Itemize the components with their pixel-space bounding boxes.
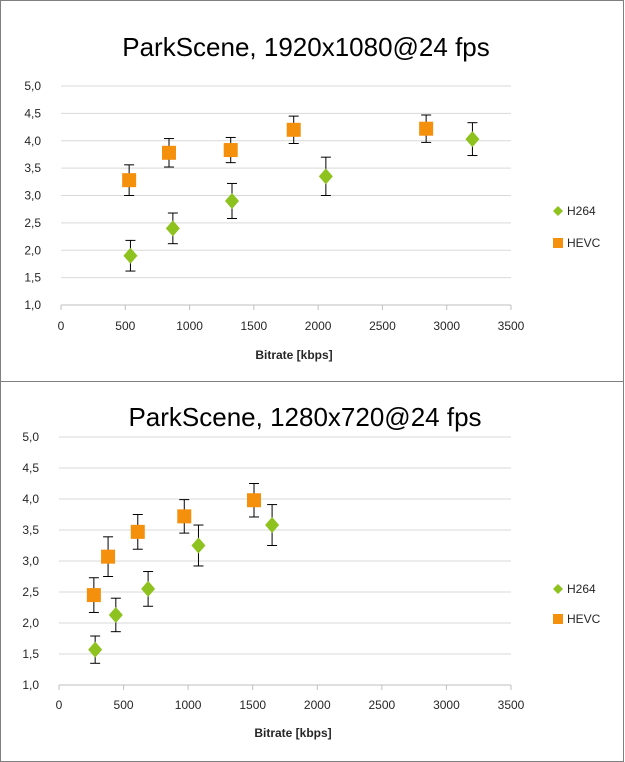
x-tick-label: 1500 [239, 698, 266, 712]
hevc-point [223, 143, 238, 158]
legend-hevc-marker [553, 614, 563, 624]
hevc-point [130, 524, 145, 539]
h264-point [108, 606, 123, 623]
y-tick-label: 3,0 [22, 554, 39, 568]
legend-h264-marker [553, 206, 563, 216]
h264-point [465, 131, 480, 148]
y-tick-label: 4,0 [22, 492, 39, 506]
h264-point [265, 517, 280, 534]
x-tick-label: 0 [56, 698, 63, 712]
x-tick-label: 2500 [369, 319, 396, 333]
h264-point [165, 220, 180, 237]
x-tick-label: 1000 [175, 698, 202, 712]
legend-label: H264 [567, 204, 596, 218]
h264-point [191, 537, 206, 554]
y-tick-label: 4,5 [22, 461, 39, 475]
y-tick-label: 2,0 [22, 616, 39, 630]
x-tick-label: 3500 [498, 698, 525, 712]
y-tick-label: 4,5 [24, 106, 41, 120]
h264-point [225, 192, 239, 209]
y-tick-label: 3,0 [24, 189, 41, 203]
x-tick-label: 0 [58, 319, 65, 333]
chart-720p: ParkScene, 1280x720@24 fps 1,0 1,5 2,0 2,5 3,… [22, 402, 601, 740]
hevc-point [101, 549, 116, 564]
hevc-point [247, 493, 262, 508]
x-tick-label: 2500 [369, 698, 396, 712]
chart-title: ParkScene, 1920x1080@24 fps [122, 32, 490, 62]
x-tick-label: 3500 [498, 319, 525, 333]
chart-title: ParkScene, 1280x720@24 fps [128, 402, 481, 432]
hevc-point [122, 173, 137, 188]
hevc-point [177, 509, 192, 524]
x-tick-label: 1000 [176, 319, 203, 333]
x-tick-label: 3000 [433, 698, 460, 712]
y-tick-label: 1,0 [24, 298, 41, 312]
x-tick-label: 2000 [304, 698, 331, 712]
y-tick-label: 4,0 [24, 134, 41, 148]
x-tick-label: 500 [115, 319, 135, 333]
x-axis-label: Bitrate [kbps] [255, 348, 332, 362]
legend-label: H264 [567, 582, 596, 596]
legend-hevc-marker [553, 238, 563, 248]
hevc-point [286, 122, 301, 137]
x-tick-label: 3000 [433, 319, 460, 333]
y-tick-label: 3,5 [24, 161, 41, 175]
y-tick-label: 1,0 [22, 678, 39, 692]
chart-panel-720p: ParkScene, 1280x720@24 fps 1,0 1,5 2,0 2,5 3,… [0, 381, 624, 762]
y-tick-label: 2,0 [24, 243, 41, 257]
legend-h264-marker [553, 584, 563, 594]
y-tick-label: 1,5 [24, 271, 41, 285]
x-tick-label: 2000 [305, 319, 332, 333]
chart-1080p: ParkScene, 1920x1080@24 fps 1,0 1,5 2,0 2,5 3… [24, 32, 601, 362]
y-tick-label: 5,0 [22, 430, 39, 444]
legend-label: HEVC [567, 236, 601, 250]
h264-point [318, 168, 333, 185]
legend-label: HEVC [567, 612, 601, 626]
chart-panel-1080p: ParkScene, 1920x1080@24 fps 1,0 1,5 2,0 2,5 3… [0, 0, 624, 382]
y-tick-label: 3,5 [22, 523, 39, 537]
x-tick-label: 1500 [241, 319, 268, 333]
h264-point [123, 247, 138, 264]
y-tick-label: 1,5 [22, 647, 39, 661]
x-tick-label: 500 [114, 698, 134, 712]
hevc-point [162, 145, 176, 160]
y-tick-label: 2,5 [22, 585, 39, 599]
h264-point [88, 641, 103, 658]
y-tick-label: 5,0 [24, 79, 41, 93]
y-tick-label: 2,5 [24, 216, 41, 230]
hevc-point [419, 121, 434, 136]
hevc-point [86, 588, 101, 603]
x-axis-label: Bitrate [kbps] [254, 726, 331, 740]
h264-point [141, 580, 156, 597]
